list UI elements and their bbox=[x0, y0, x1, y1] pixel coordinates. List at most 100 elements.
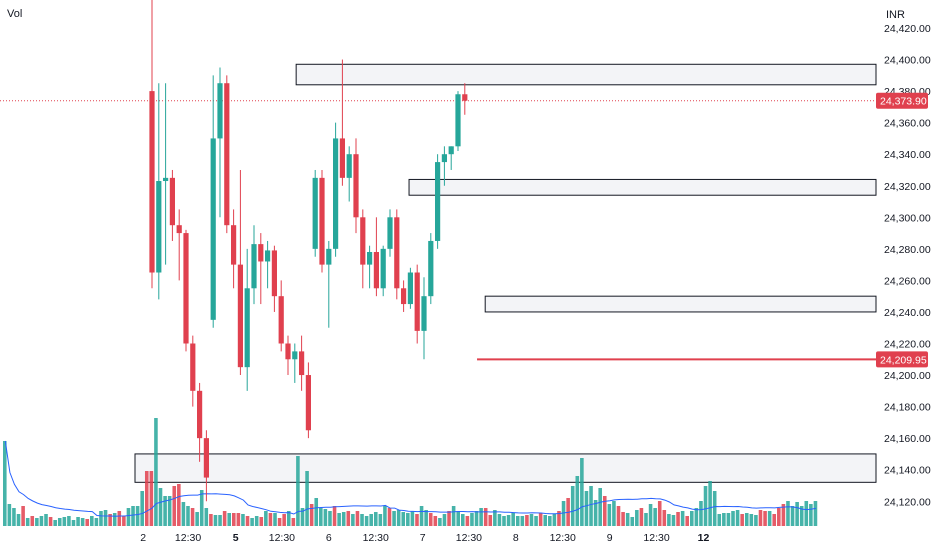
volume-bar bbox=[177, 484, 181, 526]
volume-bar bbox=[671, 515, 676, 526]
volume-bar bbox=[506, 515, 511, 526]
candle-body bbox=[326, 248, 332, 265]
candle bbox=[244, 248, 250, 391]
volume-bar bbox=[502, 516, 506, 526]
volume-bars bbox=[3, 418, 818, 526]
candle bbox=[258, 233, 264, 305]
candle-body bbox=[285, 343, 291, 360]
candle-body bbox=[339, 138, 345, 178]
candle bbox=[435, 154, 441, 249]
volume-bar bbox=[694, 508, 699, 526]
candle bbox=[156, 83, 162, 300]
candle-body bbox=[244, 288, 250, 368]
candle bbox=[312, 169, 318, 257]
volume-bar bbox=[277, 518, 282, 526]
volume-bar bbox=[195, 512, 199, 526]
volume-bar bbox=[108, 514, 112, 526]
volume-bar bbox=[392, 511, 396, 526]
candle bbox=[441, 146, 447, 186]
volume-bar bbox=[465, 516, 470, 526]
volume-bar bbox=[236, 513, 241, 526]
volume-bar bbox=[76, 517, 80, 526]
volume-bar bbox=[232, 513, 236, 526]
volume-bar bbox=[575, 476, 580, 526]
time-tick-label: 12:30 bbox=[643, 532, 669, 544]
volume-bar bbox=[657, 501, 662, 526]
volume-bar bbox=[525, 515, 529, 526]
volume-bar bbox=[387, 508, 392, 526]
candle bbox=[455, 91, 461, 152]
candle bbox=[278, 280, 284, 352]
volume-bar bbox=[795, 502, 799, 526]
candle bbox=[169, 169, 175, 241]
volume-bar bbox=[126, 508, 131, 526]
candle-body bbox=[319, 177, 325, 265]
volume-bar bbox=[199, 490, 204, 526]
support-price-badge-bg bbox=[876, 351, 928, 368]
volume-bar bbox=[520, 516, 525, 526]
candle-body bbox=[387, 217, 393, 249]
volume-bar bbox=[186, 506, 190, 526]
candle bbox=[183, 229, 189, 352]
volume-bar bbox=[140, 491, 144, 526]
price-tick-label: 24,240.00 bbox=[884, 307, 931, 319]
candle-body bbox=[333, 138, 339, 249]
candle-body bbox=[448, 146, 454, 155]
volume-bar bbox=[543, 515, 548, 526]
volume-bar bbox=[39, 516, 44, 526]
volume-bar bbox=[300, 508, 305, 526]
candle-body bbox=[271, 250, 277, 297]
volume-bar bbox=[48, 517, 53, 526]
volume-bar bbox=[438, 518, 442, 526]
volume-bar bbox=[676, 512, 680, 526]
volume-bar bbox=[598, 488, 602, 526]
volume-bar bbox=[222, 511, 227, 526]
volume-indicator-label[interactable]: Vol bbox=[7, 8, 23, 20]
volume-bar bbox=[122, 516, 126, 526]
volume-bar bbox=[218, 515, 222, 526]
volume-bar bbox=[690, 511, 694, 526]
volume-bar bbox=[337, 513, 341, 526]
volume-bar bbox=[552, 514, 557, 526]
candle bbox=[421, 277, 427, 360]
volume-bar bbox=[286, 511, 291, 526]
volume-bar bbox=[94, 518, 99, 526]
volume-bar bbox=[44, 514, 48, 526]
volume-bar bbox=[515, 516, 520, 526]
volume-bar bbox=[653, 508, 657, 526]
volume-bar bbox=[355, 511, 360, 526]
candle bbox=[394, 209, 400, 300]
volume-bar bbox=[181, 502, 186, 526]
candle bbox=[353, 138, 359, 234]
candle-body bbox=[353, 154, 359, 218]
candle bbox=[326, 240, 332, 328]
volume-bar bbox=[332, 506, 337, 526]
volume-bar bbox=[3, 441, 7, 526]
candle bbox=[305, 362, 311, 439]
candle-body bbox=[407, 272, 413, 305]
price-tick-label: 24,300.00 bbox=[884, 212, 931, 224]
volume-bar bbox=[717, 514, 722, 526]
candle-body bbox=[435, 162, 441, 241]
volume-bar bbox=[548, 516, 552, 526]
candle bbox=[176, 209, 182, 281]
candle bbox=[285, 335, 291, 376]
currency-label[interactable]: INR bbox=[886, 9, 905, 21]
price-tick-label: 24,340.00 bbox=[884, 149, 931, 161]
price-tick-label: 24,320.00 bbox=[884, 181, 931, 193]
volume-bar bbox=[749, 514, 754, 526]
volume-bar bbox=[625, 513, 630, 526]
volume-bar bbox=[7, 504, 12, 526]
candle-body bbox=[231, 225, 237, 265]
volume-bar bbox=[809, 504, 813, 526]
volume-bar bbox=[12, 508, 16, 526]
candle-body bbox=[278, 296, 284, 344]
candle bbox=[387, 209, 393, 257]
volume-bar bbox=[813, 501, 818, 526]
time-tick-label: 12:30 bbox=[456, 532, 482, 544]
volume-bar bbox=[314, 498, 319, 526]
volume-bar bbox=[685, 516, 689, 526]
zone-1-rect bbox=[295, 63, 877, 86]
